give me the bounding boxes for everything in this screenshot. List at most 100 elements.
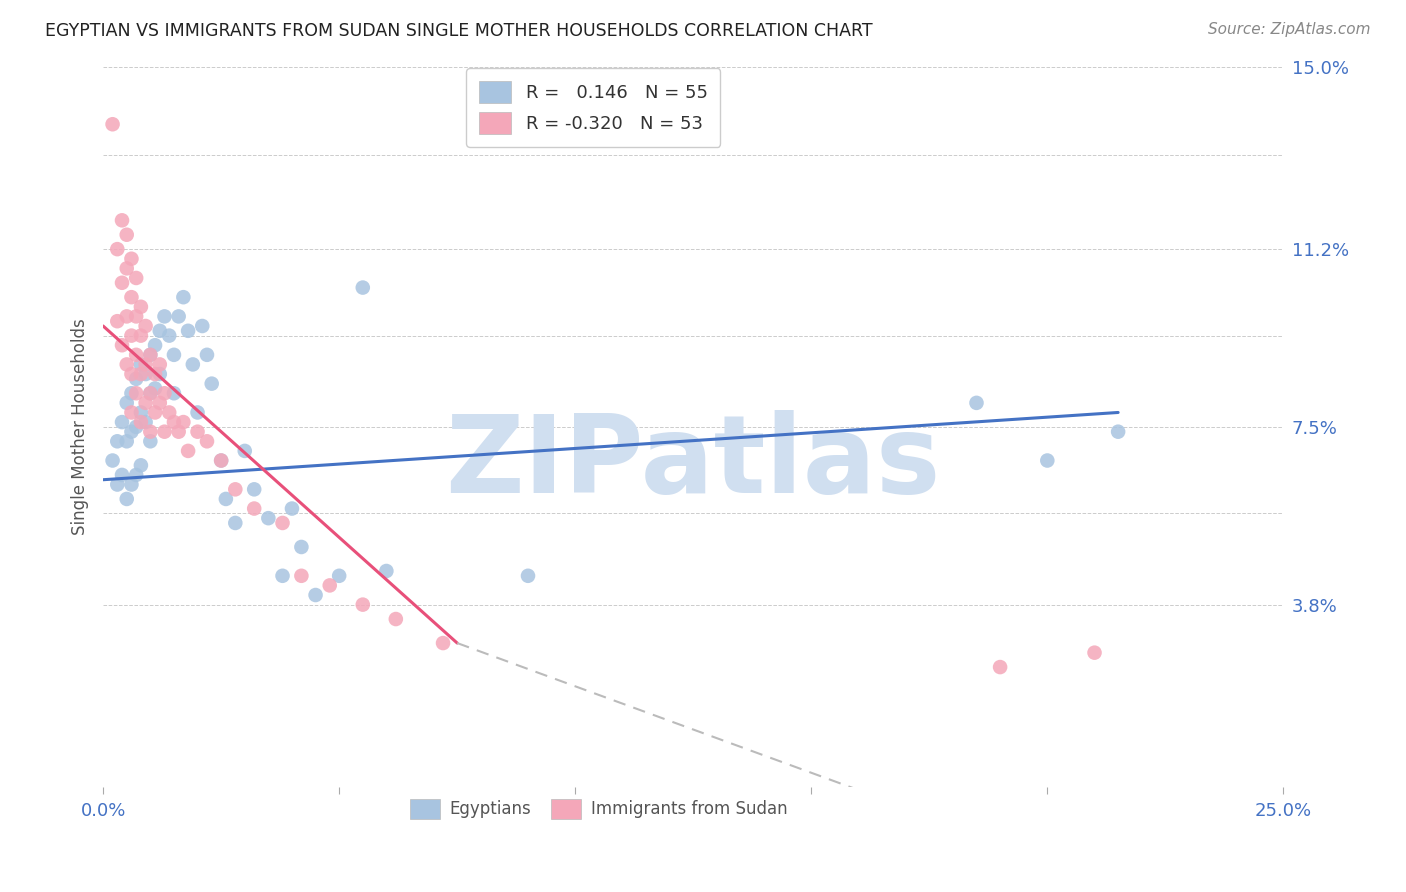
Point (129, 300, 152, 314)
Point (172, 415, 194, 429)
Point (129, 328, 152, 343)
Point (195, 434, 218, 449)
Point (139, 386, 162, 401)
Point (129, 358, 152, 372)
Point (153, 386, 176, 401)
Point (120, 386, 142, 401)
Point (290, 540, 312, 554)
Point (224, 483, 246, 497)
Point (149, 324, 172, 338)
Point (163, 348, 186, 362)
Point (966, 396, 988, 410)
Point (1083, 646, 1105, 660)
Point (172, 290, 194, 304)
Point (195, 348, 218, 362)
Legend: Egyptians, Immigrants from Sudan: Egyptians, Immigrants from Sudan (404, 792, 794, 826)
Point (135, 415, 157, 429)
Point (1036, 453, 1059, 467)
Point (139, 425, 162, 439)
Point (319, 578, 342, 592)
Point (432, 636, 454, 650)
Point (135, 396, 157, 410)
Point (167, 310, 190, 324)
Point (517, 569, 540, 583)
Point (125, 386, 148, 401)
Point (167, 425, 190, 439)
Point (191, 318, 214, 333)
Point (139, 386, 162, 401)
Point (115, 358, 138, 372)
Point (115, 491, 138, 506)
Point (129, 405, 152, 419)
Point (187, 405, 209, 419)
Point (135, 318, 157, 333)
Point (135, 367, 157, 381)
Point (120, 290, 142, 304)
Point (129, 367, 152, 381)
Point (304, 588, 326, 602)
Point (105, 477, 128, 491)
Point (115, 434, 138, 449)
Y-axis label: Single Mother Households: Single Mother Households (72, 318, 89, 535)
Point (120, 425, 142, 439)
Point (139, 348, 162, 362)
Point (988, 660, 1011, 674)
Point (153, 425, 176, 439)
Point (111, 467, 134, 482)
Point (157, 328, 180, 343)
Point (209, 453, 232, 467)
Point (125, 310, 148, 324)
Point (111, 213, 134, 227)
Point (105, 314, 128, 328)
Point (143, 367, 166, 381)
Point (271, 516, 294, 530)
Point (125, 372, 148, 386)
Point (215, 491, 238, 506)
Point (125, 467, 148, 482)
Point (243, 501, 266, 516)
Point (120, 367, 142, 381)
Point (157, 405, 180, 419)
Point (328, 569, 350, 583)
Point (143, 381, 166, 395)
Point (177, 443, 200, 458)
Point (115, 396, 138, 410)
Point (139, 348, 162, 362)
Point (105, 434, 128, 449)
Point (352, 280, 374, 294)
Point (281, 501, 304, 516)
Point (149, 367, 172, 381)
Point (153, 310, 176, 324)
Point (120, 477, 142, 491)
Point (163, 415, 186, 429)
Point (181, 358, 204, 372)
Point (105, 242, 128, 256)
Point (177, 324, 200, 338)
Point (149, 358, 172, 372)
Point (143, 405, 166, 419)
Point (120, 328, 142, 343)
Point (149, 396, 172, 410)
Text: Source: ZipAtlas.com: Source: ZipAtlas.com (1208, 22, 1371, 37)
Point (201, 376, 224, 391)
Point (125, 348, 148, 362)
Point (125, 420, 148, 434)
Point (163, 386, 186, 401)
Point (271, 569, 294, 583)
Point (352, 598, 374, 612)
Point (125, 271, 148, 285)
Point (243, 483, 266, 497)
Point (120, 405, 142, 419)
Point (101, 117, 124, 131)
Point (129, 458, 152, 473)
Point (135, 358, 157, 372)
Point (115, 310, 138, 324)
Point (257, 511, 280, 525)
Point (111, 338, 134, 352)
Text: ZIPatlas: ZIPatlas (446, 410, 941, 516)
Text: EGYPTIAN VS IMMIGRANTS FROM SUDAN SINGLE MOTHER HOUSEHOLDS CORRELATION CHART: EGYPTIAN VS IMMIGRANTS FROM SUDAN SINGLE… (45, 22, 873, 40)
Point (143, 338, 166, 352)
Point (101, 453, 124, 467)
Point (233, 443, 256, 458)
Point (290, 569, 312, 583)
